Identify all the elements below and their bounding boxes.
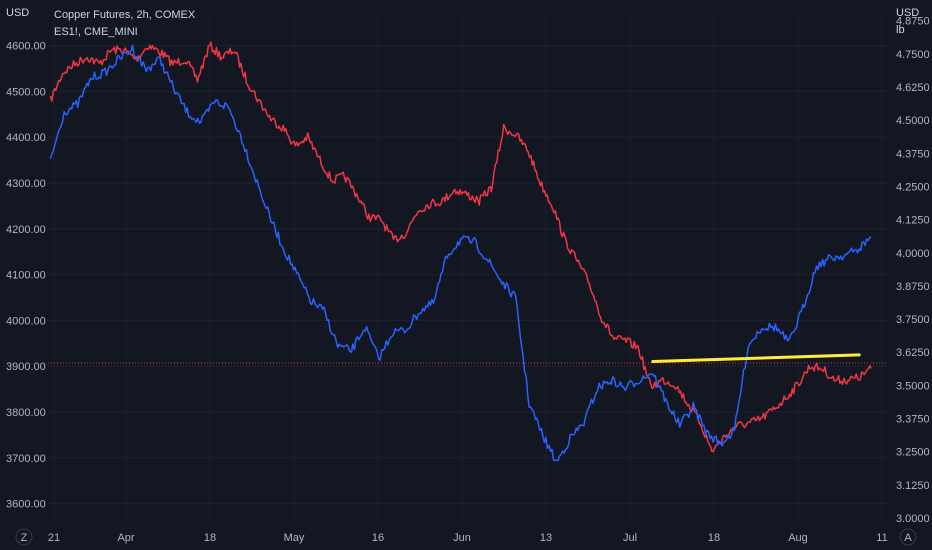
right-axis-tick-label: 3.3750 (896, 414, 930, 426)
timezone-button[interactable]: Z (15, 528, 33, 546)
time-axis-tick-label: 18 (708, 532, 720, 544)
grid (48, 18, 888, 522)
right-axis-tick-label: 4.7500 (896, 49, 930, 61)
series-lines (49, 41, 872, 462)
time-axis-tick-label: 21 (48, 532, 60, 544)
left-axis-tick-label: 4600.00 (6, 40, 46, 52)
time-axis-tick-label: 13 (540, 532, 552, 544)
left-axis-tick-label: 4500.00 (6, 86, 46, 98)
right-axis-unit-top: USD (896, 7, 919, 19)
left-axis-unit: USD (6, 7, 29, 19)
left-axis-tick-label: 4300.00 (6, 178, 46, 190)
legend-compare-symbol[interactable]: ES1!, CME_MINI (54, 26, 138, 38)
auto-scale-button[interactable]: A (899, 528, 917, 546)
left-axis-tick-label: 3900.00 (6, 361, 46, 373)
right-axis-tick-label: 3.0000 (896, 513, 930, 525)
right-axis-tick-label: 4.5000 (896, 115, 930, 127)
right-axis-tick-label: 4.0000 (896, 248, 930, 260)
left-axis-tick-label: 4400.00 (6, 132, 46, 144)
left-price-axis[interactable]: 4600.00 4500.00 4400.00 4300.00 4200.00 4100.… (6, 40, 46, 510)
left-axis-tick-label: 3800.00 (6, 407, 46, 419)
legend-main-symbol[interactable]: Copper Futures, 2h, COMEX (54, 9, 196, 21)
right-axis-tick-label: 3.6250 (896, 347, 930, 359)
right-axis-tick-label: 4.1250 (896, 215, 930, 227)
right-axis-unit-bottom: lb (896, 24, 905, 36)
time-axis-tick-label: Jun (453, 532, 471, 544)
right-axis-tick-label: 4.2500 (896, 181, 930, 193)
time-axis-tick-label: Jul (623, 532, 637, 544)
time-axis-tick-label: May (284, 532, 305, 544)
time-axis-tick-label: 18 (204, 532, 216, 544)
left-axis-tick-label: 4000.00 (6, 315, 46, 327)
left-axis-tick-label: 3600.00 (6, 499, 46, 511)
right-axis-tick-label: 3.7500 (896, 314, 930, 326)
series-line-copper[interactable] (49, 44, 872, 462)
time-axis[interactable]: 21 Apr 18 May 16 Jun 13 Jul 18 Aug 11 (48, 532, 888, 544)
left-axis-tick-label: 3700.00 (6, 453, 46, 465)
right-axis-tick-label: 3.5000 (896, 380, 930, 392)
right-axis-tick-label: 3.2500 (896, 447, 930, 459)
right-axis-tick-label: 4.6250 (896, 82, 930, 94)
right-axis-tick-label: 3.8750 (896, 281, 930, 293)
time-axis-tick-label: 11 (876, 532, 887, 544)
series-line-es1[interactable] (49, 41, 872, 453)
time-axis-tick-label: 16 (372, 532, 384, 544)
time-axis-tick-label: Aug (788, 532, 808, 544)
auto-scale-label: A (904, 532, 912, 544)
right-axis-tick-label: 4.3750 (896, 148, 930, 160)
left-axis-tick-label: 4100.00 (6, 270, 46, 282)
time-axis-tick-label: Apr (117, 532, 134, 544)
left-axis-tick-label: 4200.00 (6, 224, 46, 236)
right-axis-tick-label: 4.8750 (896, 16, 930, 28)
right-price-axis[interactable]: 4.8750 4.7500 4.6250 4.5000 4.3750 4.2500 4.12… (896, 16, 930, 525)
timezone-label: Z (21, 532, 28, 544)
trendline-layer (651, 353, 861, 364)
trendline-drawing[interactable] (651, 353, 861, 364)
right-axis-tick-label: 3.1250 (896, 480, 930, 492)
